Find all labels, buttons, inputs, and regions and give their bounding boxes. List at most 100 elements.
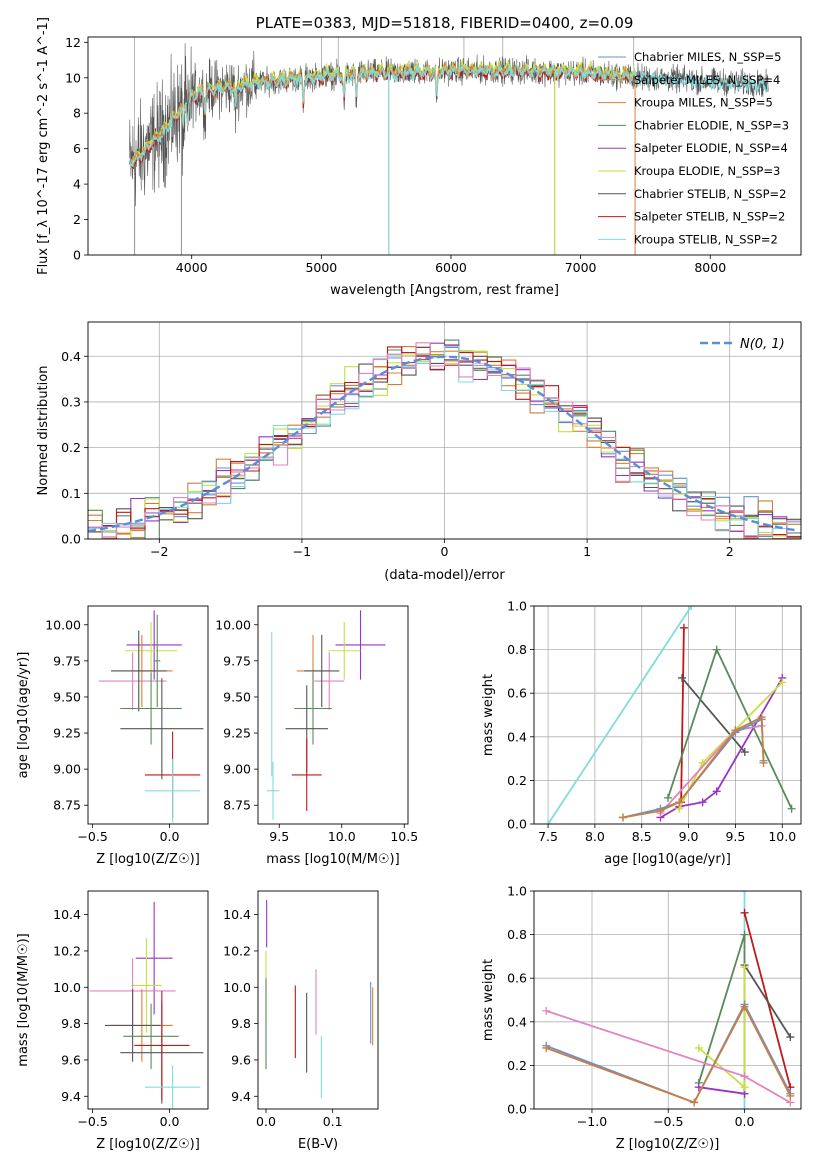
spectrum-ytick-label-2: 4 xyxy=(73,177,81,192)
mass_vs_z-xtick-label-0: −0.5 xyxy=(77,1114,107,1129)
age_vs_mass-panel: 9.5 10.0 10.5 8.75 9.00 9.25 9.50 9.75 10.00 mass… xyxy=(215,605,418,867)
normal-curve xyxy=(88,355,799,533)
weight_vs_age-ytick-label-4: 0.8 xyxy=(507,642,527,657)
age_vs_mass-ytick-label-5: 10.00 xyxy=(215,617,251,632)
weight_vs_age-point-4-2 xyxy=(698,798,707,807)
spectrum-ytick-label-6: 12 xyxy=(65,35,81,50)
weight_vs_age-ytick-label-3: 0.6 xyxy=(507,686,527,701)
weight_vs_z-point-8-3 xyxy=(786,1091,795,1100)
age_vs_mass-ytick-label-3: 9.50 xyxy=(223,689,251,704)
age_vs_z-xtick-label-1: 0.0 xyxy=(160,829,180,844)
mass_vs_z-xlabel: Z [log10(Z/Z☉)] xyxy=(96,1137,200,1152)
mass_vs_ebv-panel: 0.0 0.1 9.4 9.6 9.8 10.0 10.2 10.4 E(B-V) xyxy=(223,890,379,1152)
weight_vs_z-ytick-label-5: 1.0 xyxy=(507,884,527,899)
legend-entry-3: Chabrier ELODIE, N_SSP=3 xyxy=(634,118,789,132)
residuals-xtick-label-1: −1 xyxy=(293,544,311,559)
spectrum-panel: 4000 5000 6000 7000 8000 0 2 4 6 8 10 12 Chabrier MI… xyxy=(36,14,802,298)
residuals-ytick-label-1: 0.1 xyxy=(61,486,81,501)
weight_vs_z-point-3-1 xyxy=(740,930,749,939)
age_vs_z-ytick-label-2: 9.25 xyxy=(53,726,81,741)
weight_vs_age-ytick-label-0: 0.0 xyxy=(507,817,527,832)
mass_vs_z-panel: −0.5 0.0 9.4 9.6 9.8 10.0 10.2 10.4 Z [log10(Z/Z… xyxy=(16,890,209,1152)
weight_vs_z-xtick-label-2: 0.0 xyxy=(735,1114,755,1129)
weight_vs_z-point-6-0 xyxy=(542,1006,551,1015)
age_vs_z-panel: −0.5 0.0 8.75 9.00 9.25 9.50 9.75 10.00 Z [log10… xyxy=(16,605,209,867)
residuals-ytick-label-3: 0.3 xyxy=(61,394,81,409)
spectrum-ytick-label-4: 8 xyxy=(73,106,81,121)
weight_vs_z-ytick-label-4: 0.8 xyxy=(507,927,527,942)
residual-histogram-8 xyxy=(88,345,801,539)
age_vs_z-ytick-label-1: 9.00 xyxy=(53,762,81,777)
weight_vs_z-ytick-label-0: 0.0 xyxy=(507,1102,527,1117)
age_vs_mass-xlabel: mass [log10(M/M☉)] xyxy=(266,852,399,867)
legend-entry-0: Chabrier MILES, N_SSP=5 xyxy=(634,50,781,64)
mass_vs_z-ytick-label-2: 9.8 xyxy=(61,1016,81,1031)
weight_vs_age-point-0-0 xyxy=(544,820,553,824)
weight_vs_z-ytick-label-1: 0.2 xyxy=(507,1058,527,1073)
age_vs_z-xlabel: Z [log10(Z/Z☉)] xyxy=(96,852,200,867)
weight_vs_age-ytick-label-2: 0.4 xyxy=(507,729,527,744)
residual-histogram-9 xyxy=(88,342,801,539)
mass_vs_z-ytick-label-0: 9.4 xyxy=(61,1089,81,1104)
weight_vs_age-point-5-2 xyxy=(778,678,787,687)
legend-entry-6: Chabrier STELIB, N_SSP=2 xyxy=(634,187,786,201)
spectrum-ytick-label-3: 6 xyxy=(73,141,81,156)
residuals-xtick-label-4: 2 xyxy=(726,544,734,559)
residuals-plot-area xyxy=(88,339,801,539)
residuals-frame xyxy=(87,321,802,540)
mass_vs_ebv-ytick-label-0: 9.4 xyxy=(231,1089,251,1104)
weight_vs_age-xtick-label-1: 8.0 xyxy=(585,829,605,844)
mass_vs_z-ytick-label-4: 10.2 xyxy=(53,943,81,958)
mass_vs_ebv-ytick-label-1: 9.6 xyxy=(231,1052,251,1067)
mass_vs_z-ytick-label-1: 9.6 xyxy=(61,1052,81,1067)
residuals-ytick-label-4: 0.4 xyxy=(61,349,81,364)
mass_vs_ebv-ytick-label-2: 9.8 xyxy=(231,1016,251,1031)
weight_vs_age-series-line-2 xyxy=(681,677,746,753)
legend-entry-1: Salpeter MILES, N_SSP=4 xyxy=(634,73,780,87)
weight_vs_age-point-8-3 xyxy=(731,726,740,735)
normal-legend-label: N(0, 1) xyxy=(740,337,785,352)
spectrum-xtick-label-3: 7000 xyxy=(565,260,597,275)
residuals-xtick-label-3: 1 xyxy=(583,544,591,559)
weight_vs_z-point-5-1 xyxy=(740,1083,749,1092)
mass_vs_ebv-plot-area xyxy=(265,900,374,1099)
weight_vs_age-frame xyxy=(533,605,802,825)
legend-entry-2: Kroupa MILES, N_SSP=5 xyxy=(634,96,773,110)
residuals-ylabel: Normed distribution xyxy=(36,366,51,496)
age_vs_mass-xtick-label-2: 10.5 xyxy=(390,829,418,844)
weight_vs_age-xtick-label-3: 9.0 xyxy=(679,829,699,844)
spectrum-frame xyxy=(87,36,802,256)
mass_vs_z-frame xyxy=(87,890,209,1110)
spectrum-xlabel: wavelength [Angstrom, rest frame] xyxy=(330,283,559,298)
weight_vs_z-xtick-label-0: −1.0 xyxy=(577,1114,607,1129)
weight_vs_z-point-6-1 xyxy=(740,1072,749,1081)
weight_vs_age-plot-area xyxy=(544,606,796,824)
weight_vs_age-point-8-0 xyxy=(619,813,627,822)
spectrum-ytick-label-5: 10 xyxy=(65,70,81,85)
weight_vs_z-frame xyxy=(533,890,802,1110)
mass_vs_ebv-ytick-label-5: 10.4 xyxy=(223,907,251,922)
age_vs_mass-frame xyxy=(257,605,409,825)
weight_vs_age-series-line-8 xyxy=(622,715,765,819)
weight_vs_age-point-8-1 xyxy=(656,806,665,815)
mass_vs_ebv-xtick-label-0: 0.0 xyxy=(256,1114,276,1129)
legend-entry-4: Salpeter ELODIE, N_SSP=4 xyxy=(634,141,788,155)
weight_vs_age-ytick-label-1: 0.2 xyxy=(507,773,527,788)
age_vs_z-frame xyxy=(87,605,209,825)
weight_vs_age-point-1-1 xyxy=(679,623,688,632)
residuals-ytick-label-0: 0.0 xyxy=(61,532,81,547)
weight_vs_age-series-line-1 xyxy=(680,627,685,803)
age_vs_mass-xtick-label-1: 10.0 xyxy=(328,829,356,844)
weight_vs_z-point-8-0 xyxy=(542,1043,551,1052)
mass_vs_ebv-frame xyxy=(257,890,379,1110)
weight_vs_z-series-line-2 xyxy=(743,964,792,1038)
weight_vs_z-point-0-1 xyxy=(740,891,749,895)
weight_vs_age-xtick-label-4: 9.5 xyxy=(725,829,745,844)
weight_vs_z-series-line-4 xyxy=(698,1086,745,1095)
weight_vs_age-series-line-0 xyxy=(547,606,693,824)
weight_vs_age-point-4-3 xyxy=(712,787,721,796)
age_vs_mass-ytick-label-1: 9.00 xyxy=(223,762,251,777)
age_vs_z-xtick-label-0: −0.5 xyxy=(77,829,107,844)
weight_vs_z-ytick-label-3: 0.6 xyxy=(507,971,527,986)
